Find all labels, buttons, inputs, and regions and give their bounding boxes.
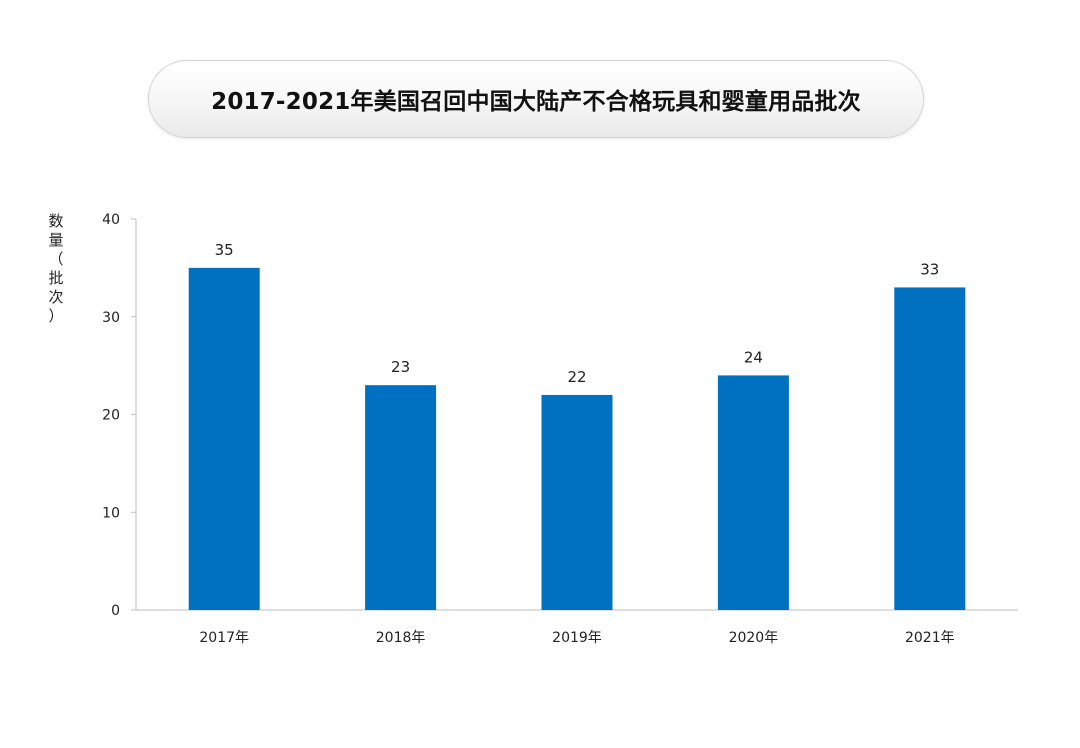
y-tick-label: 10 <box>102 505 120 521</box>
data-label: 35 <box>215 241 234 259</box>
y-tick-label: 20 <box>102 408 120 424</box>
x-tick-label: 2018年 <box>376 630 426 646</box>
x-tick-label: 2020年 <box>729 630 779 646</box>
data-label: 23 <box>391 358 410 376</box>
y-tick-label: 30 <box>102 310 120 326</box>
x-tick-label: 2017年 <box>199 630 249 646</box>
bar <box>188 267 260 610</box>
y-tick-label: 40 <box>102 212 120 228</box>
bar <box>365 385 437 610</box>
bar <box>894 287 966 610</box>
x-tick-label: 2021年 <box>905 630 955 646</box>
chart-title-banner: 2017-2021年美国召回中国大陆产不合格玩具和婴童用品批次 <box>148 60 924 138</box>
data-label: 33 <box>920 260 939 278</box>
data-label: 24 <box>744 348 763 366</box>
y-axis-label: 数量（批次） <box>48 212 64 325</box>
x-tick-label: 2019年 <box>552 630 602 646</box>
bar <box>541 394 613 610</box>
chart-title: 2017-2021年美国召回中国大陆产不合格玩具和婴童用品批次 <box>211 89 861 115</box>
bar <box>717 375 789 610</box>
data-label: 22 <box>567 368 586 386</box>
y-tick-label: 0 <box>111 603 120 619</box>
